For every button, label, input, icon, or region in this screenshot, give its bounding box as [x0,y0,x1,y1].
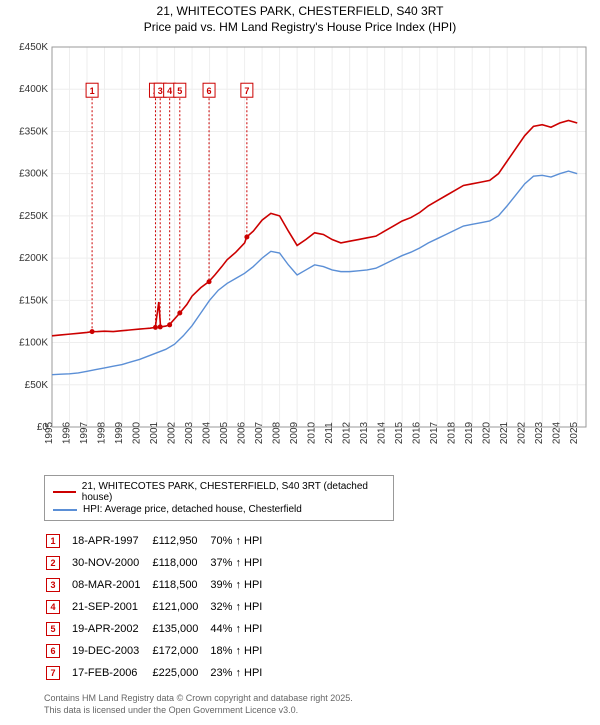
svg-text:2008: 2008 [272,422,283,445]
sale-delta: 18% ↑ HPI [210,641,272,661]
legend-row-2: HPI: Average price, detached house, Ches… [53,504,385,515]
svg-text:2000: 2000 [132,422,143,445]
sale-delta: 23% ↑ HPI [210,663,272,683]
svg-text:2006: 2006 [237,422,248,445]
legend: 21, WHITECOTES PARK, CHESTERFIELD, S40 3… [44,475,394,521]
sales-table: 1 18-APR-1997£112,95070% ↑ HPI 2 30-NOV-200… [44,529,274,685]
svg-text:£200K: £200K [19,253,48,264]
table-row: 3 08-MAR-2001£118,50039% ↑ HPI [46,575,272,595]
svg-text:2018: 2018 [447,422,458,445]
sale-delta: 37% ↑ HPI [210,553,272,573]
svg-text:2012: 2012 [342,422,353,445]
svg-text:£450K: £450K [19,42,48,53]
marker-badge: 2 [46,556,60,570]
marker-badge: 1 [46,534,60,548]
table-row: 7 17-FEB-2006£225,00023% ↑ HPI [46,663,272,683]
title-line-2: Price paid vs. HM Land Registry's House … [8,20,592,36]
legend-label-1: 21, WHITECOTES PARK, CHESTERFIELD, S40 3… [82,481,385,503]
marker-badge: 7 [46,666,60,680]
marker-badge: 5 [46,622,60,636]
sale-price: £118,000 [152,553,208,573]
marker-badge: 3 [46,578,60,592]
table-row: 6 19-DEC-2003£172,00018% ↑ HPI [46,641,272,661]
svg-text:2011: 2011 [324,422,335,444]
svg-text:2020: 2020 [482,422,493,445]
svg-text:£250K: £250K [19,211,48,222]
sale-price: £121,000 [152,597,208,617]
svg-text:1995: 1995 [44,422,55,445]
legend-swatch-1 [53,491,76,493]
sale-date: 19-APR-2002 [72,619,150,639]
svg-text:2007: 2007 [254,422,265,445]
svg-text:2014: 2014 [377,422,388,445]
svg-text:1998: 1998 [97,422,108,445]
svg-text:2009: 2009 [289,422,300,445]
svg-text:2002: 2002 [167,422,178,445]
title-line-1: 21, WHITECOTES PARK, CHESTERFIELD, S40 3… [8,4,592,20]
sale-price: £118,500 [152,575,208,595]
svg-text:7: 7 [244,86,249,96]
sale-date: 30-NOV-2000 [72,553,150,573]
chart-title: 21, WHITECOTES PARK, CHESTERFIELD, S40 3… [8,4,592,35]
svg-text:£50K: £50K [25,380,49,391]
svg-text:3: 3 [158,86,163,96]
svg-text:1: 1 [90,86,95,96]
marker-badge: 6 [46,644,60,658]
svg-text:2023: 2023 [534,422,545,445]
svg-text:6: 6 [207,86,212,96]
footer-line-1: Contains HM Land Registry data © Crown c… [44,693,592,705]
svg-text:£350K: £350K [19,127,48,138]
svg-text:2021: 2021 [499,422,510,445]
svg-text:£300K: £300K [19,169,48,180]
svg-text:2013: 2013 [359,422,370,445]
legend-label-2: HPI: Average price, detached house, Ches… [83,504,302,515]
table-row: 1 18-APR-1997£112,95070% ↑ HPI [46,531,272,551]
svg-text:2004: 2004 [202,422,213,445]
svg-text:2024: 2024 [552,422,563,445]
table-row: 5 19-APR-2002£135,00044% ↑ HPI [46,619,272,639]
svg-text:2017: 2017 [429,422,440,445]
svg-text:2005: 2005 [219,422,230,445]
sale-date: 21-SEP-2001 [72,597,150,617]
sale-price: £112,950 [152,531,208,551]
svg-text:2016: 2016 [412,422,423,445]
sale-price: £135,000 [152,619,208,639]
legend-swatch-2 [53,509,77,511]
svg-text:1997: 1997 [79,422,90,445]
svg-text:2022: 2022 [517,422,528,445]
table-row: 4 21-SEP-2001£121,00032% ↑ HPI [46,597,272,617]
svg-text:£400K: £400K [19,84,48,95]
table-row: 2 30-NOV-2000£118,00037% ↑ HPI [46,553,272,573]
svg-text:1996: 1996 [62,422,73,445]
svg-text:£150K: £150K [19,296,48,307]
svg-text:£100K: £100K [19,338,48,349]
legend-row-1: 21, WHITECOTES PARK, CHESTERFIELD, S40 3… [53,481,385,503]
svg-text:5: 5 [177,86,182,96]
svg-text:1999: 1999 [114,422,125,445]
sale-delta: 44% ↑ HPI [210,619,272,639]
sale-date: 08-MAR-2001 [72,575,150,595]
sale-date: 17-FEB-2006 [72,663,150,683]
footer-line-2: This data is licensed under the Open Gov… [44,705,592,717]
svg-text:2001: 2001 [149,422,160,445]
svg-text:2015: 2015 [394,422,405,445]
sale-date: 19-DEC-2003 [72,641,150,661]
chart-svg: £0£50K£100K£150K£200K£250K£300K£350K£400… [8,39,592,469]
svg-text:4: 4 [167,86,172,96]
sale-price: £225,000 [152,663,208,683]
sale-date: 18-APR-1997 [72,531,150,551]
sale-delta: 39% ↑ HPI [210,575,272,595]
sale-delta: 70% ↑ HPI [210,531,272,551]
chart-area: £0£50K£100K£150K£200K£250K£300K£350K£400… [8,39,592,469]
marker-badge: 4 [46,600,60,614]
svg-text:2003: 2003 [184,422,195,445]
svg-text:2025: 2025 [569,422,580,445]
footer: Contains HM Land Registry data © Crown c… [44,693,592,716]
svg-text:2010: 2010 [307,422,318,445]
sale-delta: 32% ↑ HPI [210,597,272,617]
sale-price: £172,000 [152,641,208,661]
svg-text:2019: 2019 [464,422,475,445]
